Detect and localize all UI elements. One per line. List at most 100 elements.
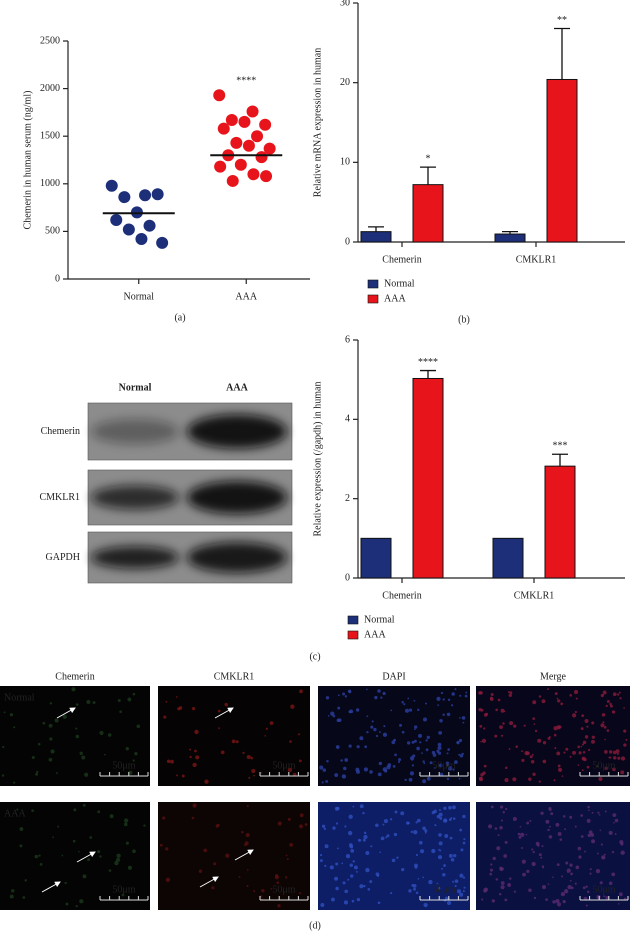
cell-signal (447, 766, 453, 771)
cell-signal (367, 888, 371, 891)
cell-signal (319, 854, 323, 857)
cell-signal (591, 839, 596, 844)
cell-signal (499, 805, 504, 809)
cell-signal (577, 764, 580, 766)
cell-signal (509, 721, 514, 726)
cell-signal (417, 878, 420, 880)
cell-signal (251, 768, 256, 774)
cell-signal (246, 805, 249, 808)
cell-signal (104, 753, 106, 756)
cell-signal (39, 863, 43, 866)
cell-signal (584, 850, 586, 853)
cell-signal (618, 691, 621, 694)
cell-signal (559, 838, 563, 841)
cell-signal (521, 859, 526, 864)
cell-signal (603, 895, 606, 898)
cell-signal (609, 704, 613, 708)
cell-signal (413, 830, 418, 835)
cell-signal (370, 725, 373, 728)
data-point (263, 142, 276, 155)
cell-signal (299, 824, 303, 829)
blot-column-label: AAA (226, 382, 248, 393)
cell-signal (478, 777, 484, 782)
cell-signal (438, 809, 441, 812)
cell-signal (425, 748, 429, 752)
cell-signal (454, 879, 459, 883)
cell-signal (304, 823, 308, 826)
significance-label: * (426, 153, 431, 164)
cell-signal (82, 874, 87, 879)
cell-signal (569, 755, 572, 758)
cell-signal (463, 886, 466, 889)
x-tick-label: CMKLR1 (516, 254, 557, 265)
cell-signal (325, 779, 329, 783)
cell-signal (542, 741, 547, 745)
error-bar (420, 166, 436, 185)
cell-signal (400, 811, 405, 816)
blot-band (187, 414, 287, 449)
cell-signal (591, 721, 595, 725)
cell-signal (436, 882, 439, 885)
cell-signal (618, 892, 623, 897)
y-tick-label: 1500 (40, 130, 60, 141)
cell-signal (556, 902, 562, 907)
cell-signal (566, 871, 569, 873)
legend-label: AAA (384, 293, 406, 304)
cell-signal (450, 857, 455, 862)
cell-signal (532, 717, 536, 720)
cell-signal (448, 818, 452, 821)
cell-signal (425, 739, 428, 742)
cell-signal (570, 872, 573, 876)
cell-signal (550, 812, 554, 816)
cell-signal (401, 701, 404, 704)
cell-signal (166, 759, 171, 764)
cell-signal (411, 759, 414, 761)
data-point (135, 233, 148, 246)
cell-signal (443, 806, 447, 810)
cell-signal (22, 896, 26, 899)
cell-signal (34, 854, 39, 859)
cell-signal (355, 769, 360, 774)
cell-signal (616, 752, 619, 755)
data-point (260, 170, 273, 183)
cell-signal (356, 897, 361, 902)
cell-signal (191, 707, 196, 711)
cell-signal (189, 748, 192, 751)
panel-caption: (d) (309, 920, 321, 931)
cell-signal (505, 807, 508, 811)
data-point (255, 151, 268, 164)
legend-swatch (347, 615, 359, 625)
cell-signal (235, 740, 239, 744)
cell-signal (540, 856, 543, 859)
cell-signal (617, 903, 620, 905)
cell-signal (385, 836, 388, 839)
cell-signal (246, 884, 249, 888)
cell-signal (362, 838, 366, 842)
cell-signal (250, 756, 254, 760)
cell-signal (415, 853, 419, 857)
cell-signal (541, 699, 546, 704)
cell-signal (446, 752, 449, 755)
cell-signal (528, 777, 532, 781)
cell-signal (19, 827, 24, 831)
cell-signal (382, 823, 385, 826)
cell-signal (494, 734, 498, 738)
cell-signal (411, 740, 415, 744)
cell-signal (192, 762, 197, 768)
cell-signal (422, 779, 427, 784)
cell-signal (505, 766, 508, 770)
cell-signal (446, 764, 449, 767)
cell-signal (390, 891, 393, 895)
cell-signal (422, 826, 426, 831)
cell-signal (587, 805, 590, 809)
cell-signal (606, 729, 610, 732)
cell-signal (299, 892, 302, 895)
scale-bar-label: 50μm (432, 760, 455, 771)
cell-signal (49, 702, 53, 705)
y-tick-label: 30 (340, 0, 350, 8)
cell-signal (380, 836, 385, 841)
cell-signal (578, 855, 582, 859)
cell-signal (134, 752, 138, 756)
significance-label: **** (236, 76, 256, 87)
scale-bar (419, 896, 469, 901)
